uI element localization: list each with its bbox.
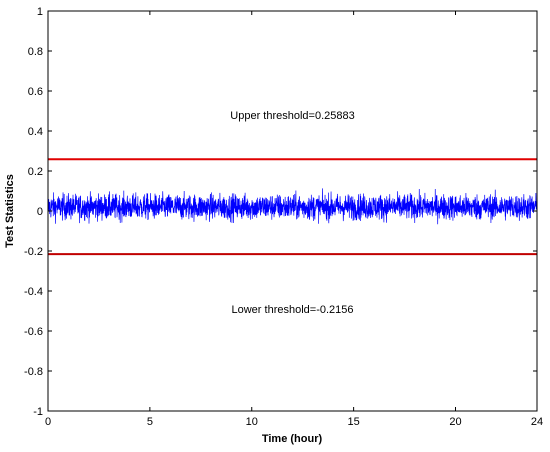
noise-series bbox=[47, 188, 538, 225]
y-axis-title: Test Statistics bbox=[4, 174, 16, 248]
annotations: Upper threshold=0.25883 Lower threshold=-… bbox=[230, 110, 354, 316]
x-axis-title: Time (hour) bbox=[262, 433, 323, 445]
x-tick-label: 15 bbox=[348, 416, 360, 428]
y-tick-label: -1 bbox=[33, 406, 43, 418]
y-tick-label: -0.2 bbox=[24, 246, 43, 258]
x-tick-label: 20 bbox=[449, 416, 461, 428]
y-tick-label: 0.2 bbox=[28, 166, 43, 178]
y-tick-label: -0.4 bbox=[24, 286, 43, 298]
y-tick-label: 0.8 bbox=[28, 46, 43, 58]
y-tick-label: 0 bbox=[37, 206, 43, 218]
x-axis-ticks: 0 5 10 15 20 24 bbox=[45, 11, 543, 428]
noise-line bbox=[47, 188, 538, 225]
upper-threshold-label: Upper threshold=0.25883 bbox=[230, 110, 354, 122]
threshold-lines bbox=[48, 158, 537, 256]
x-tick-label: 24 bbox=[531, 416, 543, 428]
y-axis-ticks: -1 -0.8 -0.6 -0.4 -0.2 0 0.2 0.4 0.6 0.8 1 bbox=[24, 6, 537, 418]
x-tick-label: 5 bbox=[147, 416, 153, 428]
x-tick-label: 0 bbox=[45, 416, 51, 428]
y-tick-label: -0.8 bbox=[24, 366, 43, 378]
x-tick-label: 10 bbox=[246, 416, 258, 428]
y-tick-label: 1 bbox=[37, 6, 43, 18]
lower-threshold-label: Lower threshold=-0.2156 bbox=[232, 304, 354, 316]
y-tick-label: 0.6 bbox=[28, 86, 43, 98]
y-tick-label: 0.4 bbox=[28, 126, 43, 138]
y-tick-label: -0.6 bbox=[24, 326, 43, 338]
